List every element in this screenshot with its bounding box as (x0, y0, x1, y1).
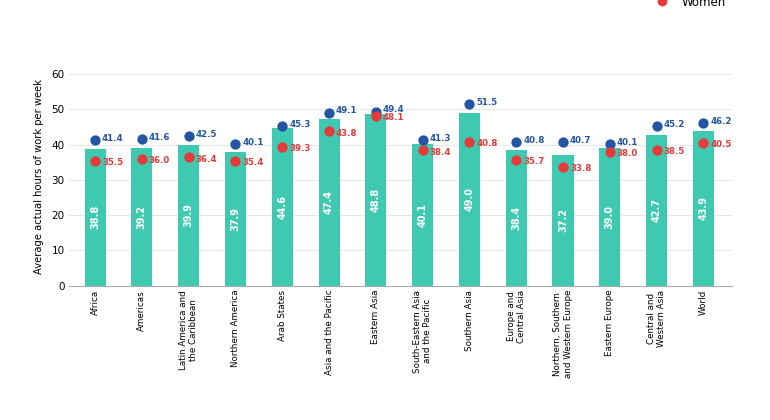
Text: 39.9: 39.9 (183, 203, 193, 227)
Text: 40.7: 40.7 (570, 136, 591, 145)
Text: 35.4: 35.4 (243, 158, 264, 167)
Bar (553, 155, 574, 286)
Text: 49.4: 49.4 (383, 105, 404, 114)
Point (510, 139, 522, 145)
Text: 49.1: 49.1 (336, 106, 357, 116)
Text: 43.9: 43.9 (698, 196, 708, 220)
Text: 48.1: 48.1 (383, 113, 404, 122)
Point (651, 147, 663, 153)
Text: 40.8: 40.8 (477, 139, 498, 148)
Point (89, 136, 101, 143)
Point (417, 147, 429, 154)
Point (136, 136, 148, 142)
Text: 33.8: 33.8 (570, 164, 591, 173)
Text: 38.5: 38.5 (664, 147, 685, 156)
Bar (272, 129, 293, 286)
Point (229, 141, 242, 148)
Text: 45.3: 45.3 (290, 120, 310, 129)
Point (604, 141, 616, 148)
Text: 38.8: 38.8 (90, 205, 100, 229)
Text: 37.9: 37.9 (230, 207, 240, 231)
Point (510, 157, 522, 163)
Text: 35.5: 35.5 (102, 158, 123, 167)
Text: 40.5: 40.5 (711, 140, 732, 149)
Point (182, 154, 195, 161)
Text: 45.2: 45.2 (664, 120, 685, 129)
Y-axis label: Average actual hours of work per week: Average actual hours of work per week (35, 79, 45, 274)
Text: 41.3: 41.3 (430, 134, 451, 143)
Bar (693, 131, 714, 286)
Bar (599, 148, 621, 286)
Bar (319, 118, 340, 286)
Bar (178, 145, 199, 286)
Text: 44.6: 44.6 (277, 195, 287, 219)
Text: 40.1: 40.1 (243, 138, 264, 147)
Text: 36.4: 36.4 (196, 155, 217, 164)
Text: 40.8: 40.8 (524, 136, 544, 144)
Bar (506, 150, 527, 286)
Text: 38.4: 38.4 (511, 206, 521, 230)
Point (229, 158, 242, 164)
Point (276, 123, 289, 129)
Point (323, 128, 335, 135)
Point (604, 148, 616, 155)
Text: 43.8: 43.8 (336, 129, 357, 138)
Point (89, 157, 101, 164)
Text: 39.3: 39.3 (290, 144, 310, 153)
Text: 38.0: 38.0 (617, 149, 638, 158)
Point (136, 155, 148, 162)
Bar (646, 135, 667, 286)
Point (417, 137, 429, 144)
Text: 35.7: 35.7 (524, 157, 544, 166)
Point (182, 133, 195, 139)
Point (698, 139, 710, 146)
Text: 41.6: 41.6 (149, 133, 170, 142)
Bar (459, 113, 480, 286)
Point (464, 101, 476, 108)
Bar (132, 147, 152, 286)
Text: 42.5: 42.5 (196, 130, 217, 139)
Point (370, 113, 382, 120)
Point (370, 108, 382, 115)
Point (557, 139, 569, 146)
Point (276, 144, 289, 150)
Bar (365, 114, 387, 286)
Text: 46.2: 46.2 (711, 117, 732, 126)
Point (323, 109, 335, 116)
Text: 42.7: 42.7 (651, 198, 661, 223)
Text: 37.2: 37.2 (558, 208, 568, 232)
Text: 47.4: 47.4 (324, 190, 334, 214)
Text: 40.1: 40.1 (617, 138, 638, 147)
Bar (225, 152, 246, 286)
Point (464, 139, 476, 145)
Text: 41.4: 41.4 (102, 134, 124, 142)
Bar (412, 144, 434, 286)
Text: 38.4: 38.4 (430, 147, 451, 157)
Text: 51.5: 51.5 (477, 98, 497, 107)
Text: 39.0: 39.0 (604, 205, 614, 229)
Point (698, 120, 710, 126)
Bar (85, 149, 105, 286)
Point (651, 123, 663, 130)
Text: 48.8: 48.8 (371, 187, 381, 212)
Text: 39.2: 39.2 (137, 205, 147, 228)
Text: 40.1: 40.1 (417, 203, 427, 227)
Legend: Total, Men, Women: Total, Men, Women (651, 0, 725, 8)
Point (557, 163, 569, 170)
Text: 49.0: 49.0 (464, 187, 474, 211)
Text: 36.0: 36.0 (149, 156, 170, 165)
